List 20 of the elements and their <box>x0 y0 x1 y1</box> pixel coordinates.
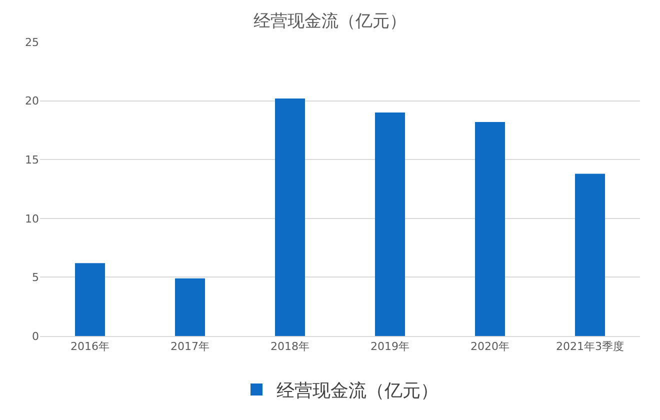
x-tick-label: 2020年 <box>470 340 510 354</box>
x-tick-label: 2019年 <box>370 340 410 354</box>
x-tick-label: 2021年3季度 <box>556 340 624 354</box>
y-tick-label: 20 <box>25 94 39 108</box>
bar <box>375 112 405 336</box>
y-tick-label: 5 <box>32 271 39 284</box>
bar <box>475 122 505 336</box>
bar <box>175 278 205 336</box>
bar <box>575 174 605 336</box>
bar <box>275 98 305 336</box>
legend-label: 经营现金流（亿元） <box>276 380 438 402</box>
x-tick-label: 2017年 <box>170 340 210 354</box>
y-tick-label: 15 <box>25 153 39 166</box>
y-tick-label: 0 <box>32 330 39 343</box>
chart-title: 经营现金流（亿元） <box>254 12 406 32</box>
y-tick-label: 25 <box>25 36 39 49</box>
bar <box>75 263 105 336</box>
y-tick-label: 10 <box>25 212 39 226</box>
x-tick-label: 2016年 <box>70 340 110 354</box>
x-tick-label: 2018年 <box>270 340 310 354</box>
